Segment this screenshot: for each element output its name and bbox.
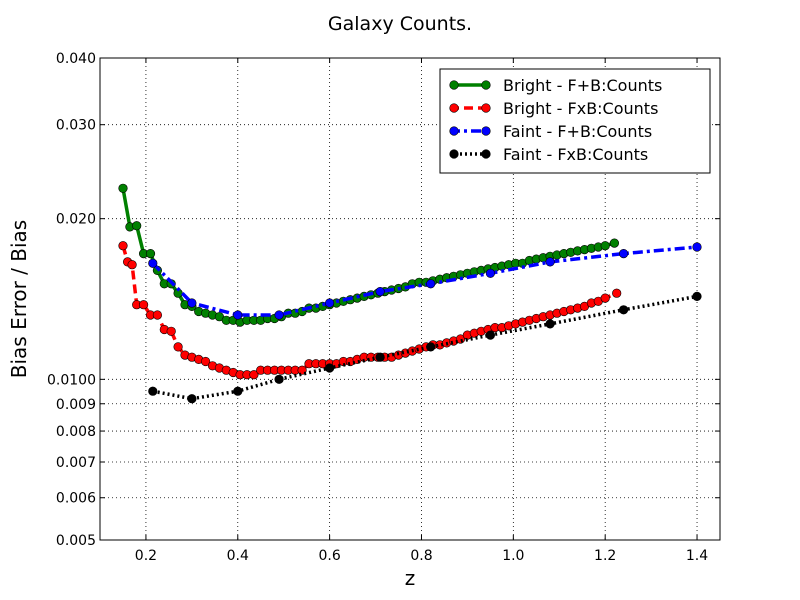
data-point [274,374,284,384]
data-point [201,356,211,367]
y-tick-label: 0.009 [56,397,96,413]
data-point [485,268,496,278]
data-point [692,242,702,252]
y-tick-label: 0.040 [56,51,96,67]
legend-marker [449,126,459,136]
x-tick-label: 0.8 [410,548,432,564]
legend: Bright - F+B:Counts Bright - FxB:Counts Fa… [439,68,711,174]
y-axis-title: Bias Error / Bias [7,220,31,378]
legend-marker [481,149,491,159]
series-2 [118,241,622,380]
series-4 [148,291,702,404]
data-point [127,260,137,270]
data-point [426,342,436,352]
legend-entry: Faint - F+B:Counts [449,122,652,141]
series-line [151,245,698,317]
data-point [426,279,436,289]
y-tick-label: 0.020 [56,212,96,228]
y-tick-label: 0.0100 [47,372,96,388]
x-tick-label: 0.2 [135,548,157,564]
x-tick-label: 0.4 [227,548,249,564]
y-tick-label: 0.005 [56,533,96,549]
legend-entry: Bright - F+B:Counts [449,76,662,95]
legend-entry: Faint - FxB:Counts [449,145,648,164]
y-tick-label: 0.006 [56,491,96,507]
legend-label: Faint - FxB:Counts [503,145,648,164]
data-point [145,249,156,259]
data-point [118,241,128,251]
legend-label: Bright - FxB:Counts [503,99,658,118]
data-point [118,183,128,193]
data-point [692,291,702,302]
y-tick-label: 0.008 [56,424,96,440]
plot-frame [99,57,721,541]
legend-label: Bright - F+B:Counts [503,76,662,95]
data-point [233,386,243,396]
x-tick-label: 1.4 [686,548,708,564]
y-tick-label: 0.030 [56,118,96,134]
y-axis: 0.005 0.006 0.007 0.008 0.009 0.0100 0.020 0.03… [47,51,720,549]
data-point [132,221,142,231]
data-point [375,287,385,297]
legend-marker [481,103,491,113]
data-point [618,249,629,259]
data-point [148,386,158,396]
y-tick-label: 0.007 [56,455,96,471]
data-point [152,310,162,320]
data-point [139,300,149,310]
x-tick-label: 0.6 [318,548,340,564]
legend-marker [481,80,491,90]
x-axis-title: z [405,566,416,590]
data-point [187,394,197,404]
legend-marker [481,126,491,136]
data-point [325,363,335,373]
data-point [545,257,555,267]
data-point [618,305,629,315]
series-line [152,294,698,401]
legend-marker [449,149,459,159]
series-layer [118,183,702,404]
data-point [600,241,610,251]
legend-marker [449,103,459,113]
data-point [249,370,259,380]
legend-entry: Bright - FxB:Counts [449,99,658,118]
data-point [173,342,183,352]
data-point [187,298,197,308]
data-point [600,293,610,303]
data-point [233,310,243,320]
data-point [612,288,622,298]
chart-title: Galaxy Counts. [328,13,472,35]
x-tick-label: 1.0 [502,548,524,564]
data-point [274,310,284,320]
data-point [148,258,158,268]
series-3 [148,242,702,320]
data-point [545,319,555,329]
data-point [375,352,385,362]
data-point [325,298,335,308]
legend-label: Faint - F+B:Counts [503,122,652,141]
data-point [609,238,620,248]
x-tick-label: 1.2 [594,548,616,564]
x-axis: 0.2 0.4 0.6 0.8 1.0 1.2 1.4 [135,58,708,564]
legend-marker [449,80,459,90]
data-point [166,326,176,336]
data-point [485,330,496,340]
